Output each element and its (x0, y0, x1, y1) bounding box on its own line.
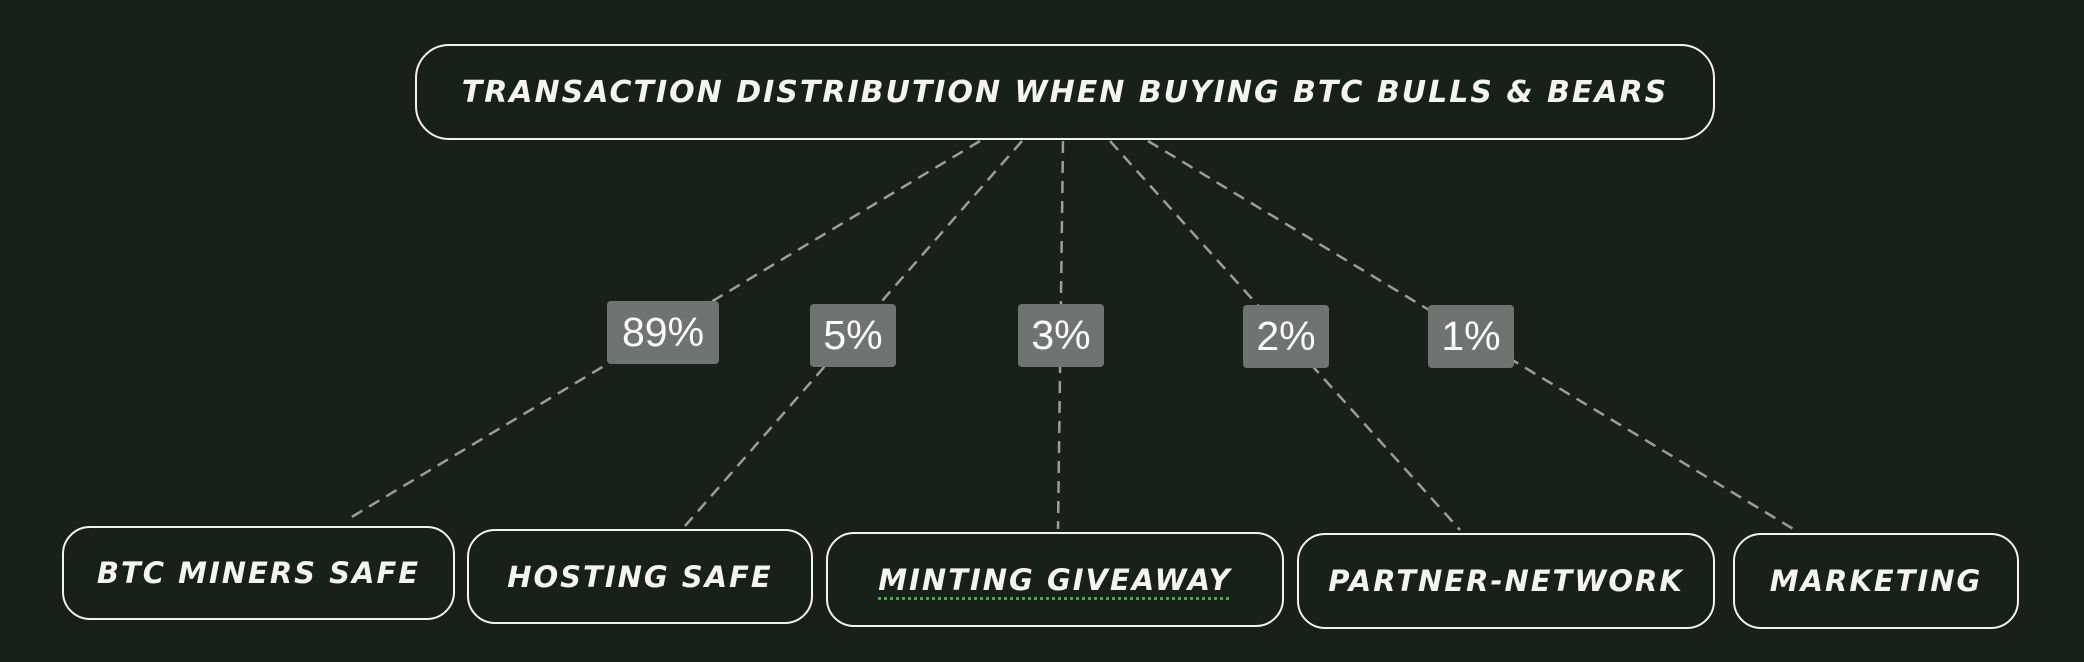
connector-line-hosting-safe (684, 140, 1023, 527)
node-hosting-safe: Hosting Safe (467, 529, 813, 624)
node-partner-network: Partner-Network (1297, 533, 1715, 629)
node-minting-giveaway: Minting Giveaway (826, 532, 1284, 627)
node-label-marketing: Marketing (1769, 564, 1983, 598)
share-badge-marketing: 1% (1428, 305, 1514, 368)
root-node-label: Transaction distribution when buying BTC… (461, 74, 1669, 110)
connector-line-marketing (1147, 139, 1796, 532)
node-btc-miners-safe: BTC Miners Safe (62, 526, 455, 620)
share-badge-partner-network: 2% (1243, 305, 1329, 368)
node-label-minting-giveaway: Minting Giveaway (878, 562, 1232, 597)
root-node: Transaction distribution when buying BTC… (415, 44, 1715, 140)
share-badge-btc-miners-safe: 89% (607, 301, 719, 364)
connector-line-minting-giveaway (1056, 140, 1065, 530)
node-label-btc-miners-safe: BTC Miners Safe (96, 556, 421, 590)
node-label-partner-network: Partner-Network (1328, 564, 1684, 598)
node-marketing: Marketing (1733, 533, 2019, 629)
share-badge-hosting-safe: 5% (810, 304, 896, 367)
node-label-hosting-safe: Hosting Safe (507, 559, 773, 594)
share-badge-minting-giveaway: 3% (1018, 304, 1104, 367)
